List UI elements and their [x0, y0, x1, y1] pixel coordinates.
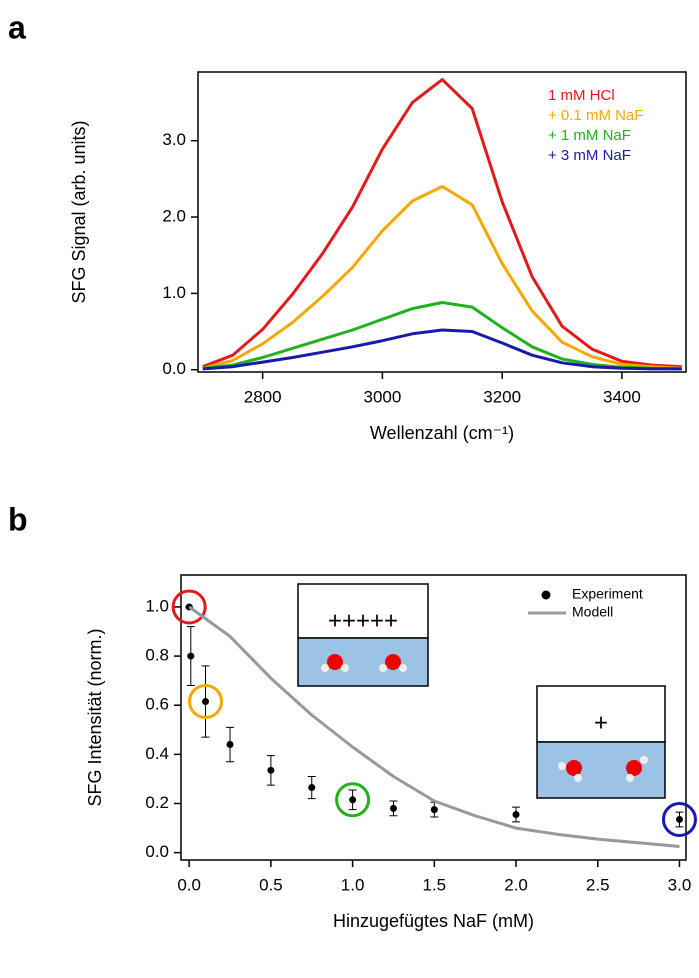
data-point — [187, 652, 195, 660]
x-tick-label: 2.5 — [586, 875, 610, 894]
x-axis-label: Hinzugefügtes NaF (mM) — [333, 911, 534, 931]
spectrum-line — [202, 328, 682, 371]
x-tick-label: 3200 — [483, 387, 521, 406]
data-point — [308, 784, 316, 792]
y-axis-label: SFG Intensität (norm.) — [85, 628, 105, 806]
legend-entry: + 1 mM NaF — [548, 127, 631, 144]
y-tick-label: 0.0 — [162, 359, 186, 378]
data-point — [267, 766, 275, 774]
y-tick-label: 2.0 — [162, 207, 186, 226]
panel-label: a — [8, 9, 26, 45]
panel-label: b — [8, 501, 28, 537]
y-tick-label: 0.6 — [145, 695, 169, 714]
legend-entry: + 0.1 mM NaF — [548, 107, 643, 124]
data-point — [430, 806, 438, 814]
legend-entry: Modell — [572, 604, 613, 620]
data-point — [675, 815, 683, 823]
x-tick-label: 3.0 — [668, 875, 692, 894]
x-tick-label: 2800 — [244, 387, 282, 406]
x-tick-label: 1.0 — [341, 875, 365, 894]
y-tick-label: 0.0 — [145, 842, 169, 861]
spectrum-line — [202, 78, 682, 369]
x-tick-label: 1.5 — [422, 875, 446, 894]
y-tick-label: 0.2 — [145, 793, 169, 812]
data-point — [349, 796, 357, 804]
plot-frame — [197, 71, 687, 373]
highlight-ring — [188, 684, 224, 720]
inset-charge: + — [594, 709, 608, 736]
inset-left — [297, 583, 429, 687]
x-tick-label: 2.0 — [504, 875, 528, 894]
legend-marker — [541, 590, 551, 600]
highlight-ring — [171, 589, 207, 625]
x-tick-label: 3400 — [603, 387, 641, 406]
plot-frame — [180, 574, 687, 861]
legend-entry: + 3 mM NaF — [548, 147, 631, 164]
y-axis-label: SFG Signal (arb. units) — [69, 120, 89, 303]
legend-entry: Experiment — [572, 586, 643, 602]
data-point — [512, 811, 520, 819]
spectrum-line — [202, 185, 682, 370]
data-point — [202, 698, 210, 706]
inset-charge: +++++ — [328, 607, 398, 634]
y-tick-label: 1.0 — [162, 283, 186, 302]
spectrum-line — [202, 301, 682, 371]
y-tick-label: 0.8 — [145, 646, 169, 665]
inset-right — [536, 685, 666, 799]
model-line — [188, 605, 680, 848]
highlight-ring — [335, 782, 371, 818]
y-tick-label: 0.4 — [145, 744, 169, 763]
highlight-ring — [661, 801, 697, 837]
y-tick-label: 3.0 — [162, 130, 186, 149]
x-tick-label: 3000 — [364, 387, 402, 406]
data-point — [389, 804, 397, 812]
data-point — [226, 741, 234, 749]
x-tick-label: 0.5 — [259, 875, 283, 894]
x-axis-label: Wellenzahl (cm⁻¹) — [370, 423, 514, 443]
legend-entry: 1 mM HCl — [548, 87, 615, 104]
y-tick-label: 1.0 — [145, 596, 169, 615]
x-tick-label: 0.0 — [177, 875, 201, 894]
